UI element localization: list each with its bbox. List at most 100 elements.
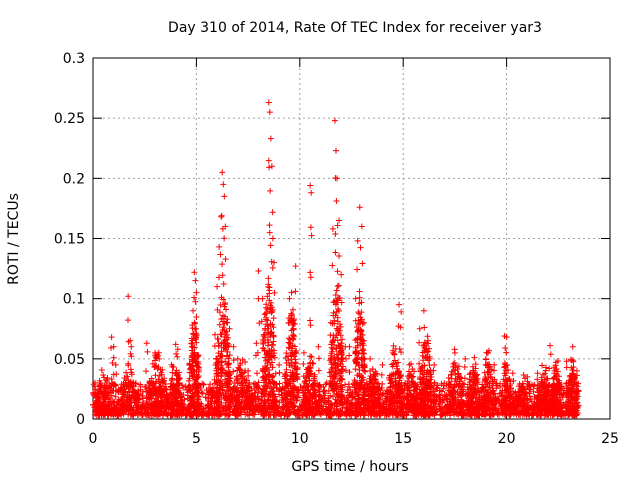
roti-point — [285, 357, 292, 364]
roti-point — [172, 395, 179, 402]
roti-point — [288, 398, 295, 405]
roti-point — [329, 402, 336, 409]
roti-point — [502, 367, 509, 374]
roti-point — [139, 395, 146, 402]
roti-point — [156, 378, 163, 385]
roti-point — [188, 372, 195, 379]
roti-point — [110, 354, 117, 361]
roti-point — [205, 395, 212, 402]
roti-point — [409, 407, 416, 414]
roti-point — [566, 407, 573, 414]
roti-point — [103, 378, 110, 385]
roti-point — [370, 411, 377, 418]
roti-point — [106, 395, 113, 402]
roti-point — [328, 341, 335, 348]
roti-point — [386, 377, 393, 384]
roti-point — [153, 392, 160, 399]
roti-point — [243, 377, 250, 384]
roti-point — [564, 387, 571, 394]
roti-point — [155, 404, 162, 411]
roti-point — [194, 382, 201, 389]
roti-point — [143, 340, 150, 347]
roti-point — [407, 360, 414, 367]
roti-point — [156, 390, 163, 397]
roti-point — [220, 382, 227, 389]
roti-point — [450, 394, 457, 401]
roti-point — [254, 393, 261, 400]
roti-point — [224, 348, 231, 355]
roti-point — [268, 373, 275, 380]
x-tick-label: 10 — [291, 431, 309, 447]
roti-point — [468, 400, 475, 407]
roti-point — [186, 387, 193, 394]
roti-point — [377, 396, 384, 403]
roti-point — [319, 406, 326, 413]
roti-point — [152, 357, 159, 364]
roti-point — [187, 400, 194, 407]
roti-point — [266, 297, 273, 304]
roti-point — [265, 339, 272, 346]
roti-point — [96, 410, 103, 417]
roti-point — [467, 404, 474, 411]
roti-point — [308, 354, 315, 361]
roti-point — [329, 381, 336, 388]
roti-point — [311, 373, 318, 380]
roti-point — [92, 386, 99, 393]
roti-point — [482, 393, 489, 400]
roti-point — [191, 320, 198, 327]
roti-point — [493, 380, 500, 387]
roti-point — [235, 394, 242, 401]
roti-point — [519, 386, 526, 393]
roti-point — [259, 397, 266, 404]
roti-point — [466, 381, 473, 388]
roti-point — [233, 373, 240, 380]
roti-point — [192, 408, 199, 415]
roti-point — [194, 374, 201, 381]
roti-point — [195, 358, 202, 365]
roti-point — [450, 367, 457, 374]
roti-point — [370, 372, 377, 379]
roti-point — [262, 354, 269, 361]
x-tick-labels: 0 5 10 15 20 25 — [89, 431, 619, 447]
roti-point — [323, 408, 330, 415]
roti-point — [542, 367, 549, 374]
roti-point — [322, 390, 329, 397]
roti-point — [144, 348, 151, 355]
roti-point — [98, 412, 105, 419]
roti-point — [438, 407, 445, 414]
roti-point — [147, 389, 154, 396]
roti-point — [544, 411, 551, 418]
roti-point — [271, 399, 278, 406]
chart-title: Day 310 of 2014, Rate Of TEC Index for r… — [168, 20, 542, 36]
roti-point — [486, 408, 493, 415]
y-tick-label: 0.15 — [54, 232, 85, 248]
roti-point — [428, 398, 435, 405]
roti-point — [98, 367, 105, 374]
roti-point — [190, 307, 197, 314]
roti-point — [232, 412, 239, 419]
roti-point — [125, 401, 132, 408]
roti-point — [419, 363, 426, 370]
roti-point — [380, 408, 387, 415]
roti-point — [265, 396, 272, 403]
y-tick-label: 0.25 — [54, 111, 85, 127]
roti-point — [144, 400, 151, 407]
roti-point — [189, 412, 196, 419]
roti-point — [142, 368, 149, 375]
roti-point — [377, 411, 384, 418]
roti-point — [439, 411, 446, 418]
roti-point — [168, 376, 175, 383]
roti-point — [445, 382, 452, 389]
roti-point — [339, 354, 346, 361]
roti-point — [418, 409, 425, 416]
roti-point — [186, 408, 193, 415]
roti-point — [123, 369, 130, 376]
roti-point — [292, 394, 299, 401]
roti-point — [567, 377, 574, 384]
roti-point — [303, 410, 310, 417]
roti-point — [125, 385, 132, 392]
roti-point — [458, 384, 465, 391]
roti-point — [240, 390, 247, 397]
roti-point — [516, 399, 523, 406]
roti-point — [333, 287, 340, 294]
